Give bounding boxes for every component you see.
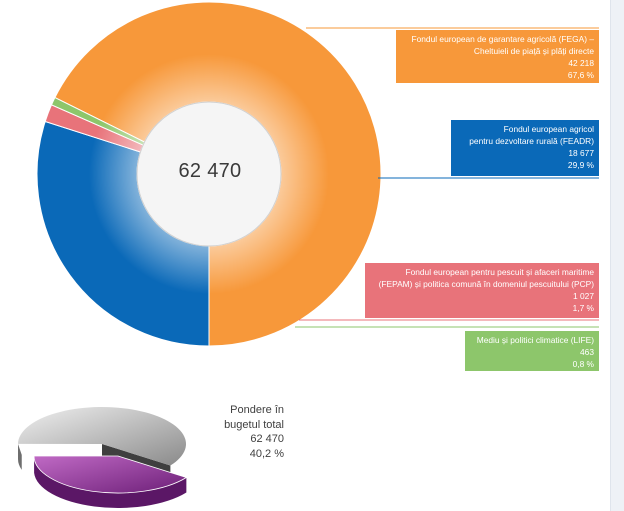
label-feadr-line2: pentru dezvoltare rurală (FEADR) xyxy=(469,136,594,146)
share-label-value: 62 470 xyxy=(250,433,284,445)
label-feadr: Fondul european agricol pentru dezvoltar… xyxy=(451,120,599,176)
label-life: Mediu și politici climatice (LIFE) 463 0… xyxy=(465,331,599,371)
label-fepam-line2: (FEPAM) și politica comună în domeniul p… xyxy=(378,279,594,289)
share-label-line2: bugetul total xyxy=(224,418,284,431)
share-label: Pondere în bugetul total 62 470 40,2 % xyxy=(194,403,284,461)
share-pie-side xyxy=(34,457,187,509)
label-fega-percent: 67,6 % xyxy=(567,70,594,80)
leader-lines xyxy=(295,27,599,328)
label-feadr-percent: 29,9 % xyxy=(567,160,594,170)
share-label-line1: Pondere în xyxy=(230,404,284,416)
donut-hole xyxy=(136,101,282,247)
label-fepam-line1: Fondul european pentru pescuit și afacer… xyxy=(405,267,594,277)
donut-chart xyxy=(18,1,599,509)
label-fepam: Fondul european pentru pescuit și afacer… xyxy=(365,263,599,318)
label-feadr-value: 18 677 xyxy=(568,148,594,158)
label-fega-line2: Cheltuieli de piață și plăți directe xyxy=(473,46,594,56)
share-pie-rest xyxy=(18,407,186,466)
label-life-line1: Mediu și politici climatice (LIFE) xyxy=(476,335,594,345)
share-pie xyxy=(18,407,188,509)
label-fega-line1: Fondul european de garantare agricolă (F… xyxy=(411,34,595,44)
label-fepam-value: 1 027 xyxy=(573,291,594,301)
scrollbar-track[interactable] xyxy=(610,0,624,511)
donut-center-total: 62 470 xyxy=(178,160,242,182)
label-feadr-line1: Fondul european agricol xyxy=(503,124,594,134)
label-fepam-percent: 1,7 % xyxy=(572,303,594,313)
label-fega: Fondul european de garantare agricolă (F… xyxy=(396,30,599,83)
label-fega-value: 42 218 xyxy=(568,58,594,68)
label-life-percent: 0,8 % xyxy=(572,359,594,369)
share-pie-slice xyxy=(33,455,188,494)
share-label-percent: 40,2 % xyxy=(249,447,284,460)
label-life-value: 463 xyxy=(580,347,594,357)
share-pie-rest-side xyxy=(18,444,22,470)
